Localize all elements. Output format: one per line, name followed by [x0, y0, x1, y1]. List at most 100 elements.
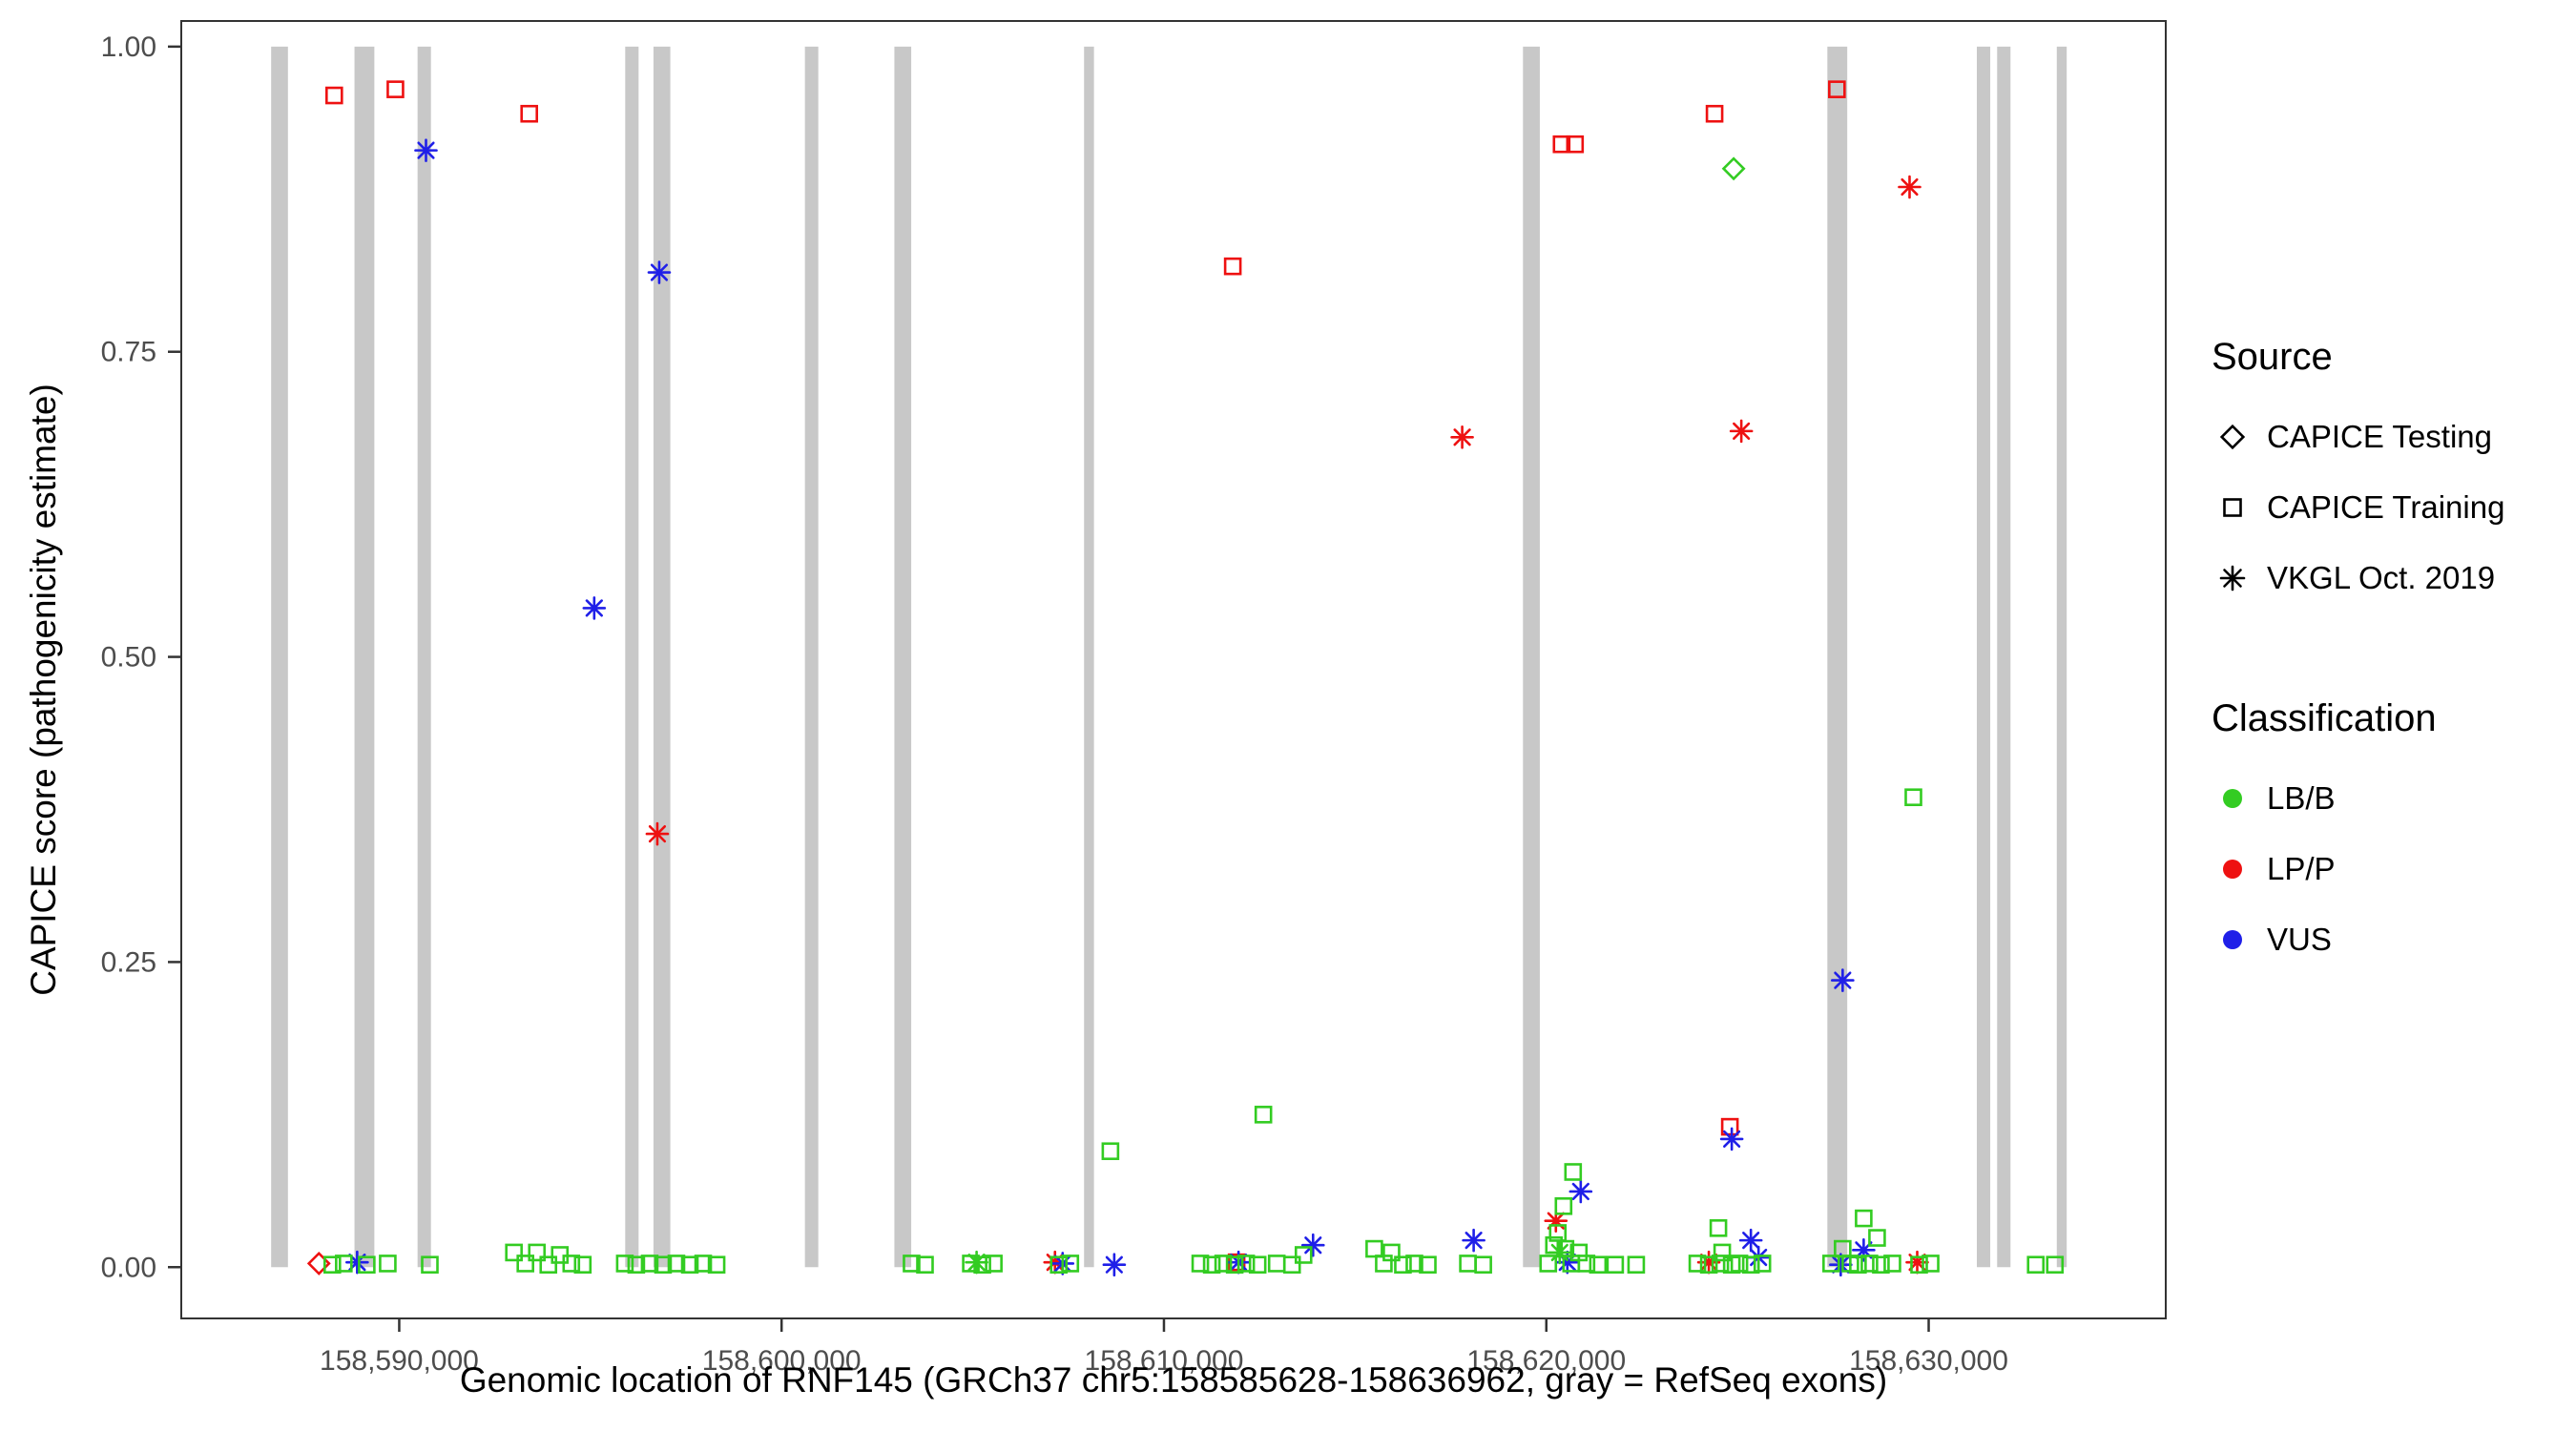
- data-point: [358, 1255, 376, 1275]
- data-point: [1720, 1117, 1739, 1136]
- data-point: [1831, 968, 1855, 992]
- data-point: [1223, 257, 1242, 276]
- data-point: [1236, 1255, 1256, 1273]
- legend-item-label: VUS: [2267, 922, 2332, 957]
- data-point: [694, 1255, 713, 1273]
- data-point: [1214, 1255, 1233, 1273]
- data-point: [516, 1255, 534, 1273]
- panel-border: [180, 20, 2167, 1319]
- data-point: [1394, 1255, 1412, 1275]
- data-point: [386, 80, 405, 98]
- legend-item-vkgl: VKGL Oct. 2019: [2212, 543, 2504, 613]
- data-point: [1753, 1255, 1772, 1273]
- data-point: [1294, 1246, 1313, 1264]
- data-point: [1872, 1255, 1890, 1275]
- data-point: [1365, 1239, 1383, 1258]
- data-point: [640, 1255, 659, 1273]
- data-point: [1248, 1255, 1267, 1275]
- data-point: [1539, 1255, 1558, 1273]
- data-point: [1282, 1255, 1301, 1275]
- y-tick-label: 1.00: [101, 31, 156, 63]
- exon-bar: [271, 46, 288, 1268]
- y-tick-label: 0.25: [101, 946, 156, 978]
- y-tick-label: 0.75: [101, 337, 156, 368]
- data-point: [1101, 1142, 1120, 1161]
- data-point: [1606, 1255, 1625, 1275]
- data-point: [520, 104, 539, 123]
- data-point: [667, 1255, 686, 1273]
- data-point: [1589, 1255, 1608, 1275]
- data-point: [1898, 175, 1922, 199]
- data-point: [1564, 1163, 1583, 1181]
- data-point: [1225, 1255, 1244, 1275]
- data-point: [1254, 1106, 1273, 1124]
- data-point: [1545, 1235, 1564, 1255]
- data-point: [1721, 156, 1746, 181]
- data-point: [916, 1255, 934, 1275]
- legend-item-label: CAPICE Training: [2267, 489, 2505, 525]
- legend-item-label: VKGL Oct. 2019: [2267, 560, 2496, 595]
- data-point: [1709, 1219, 1728, 1237]
- legend-item-lbb: LB/B: [2212, 763, 2504, 834]
- data-point: [1300, 1233, 1325, 1257]
- data-point: [1627, 1255, 1646, 1275]
- data-point: [1191, 1255, 1210, 1273]
- legend-item-capice-testing: CAPICE Testing: [2212, 402, 2504, 472]
- data-point: [335, 1255, 353, 1273]
- data-point: [707, 1255, 726, 1275]
- legend-source-title: Source: [2212, 336, 2333, 378]
- data-point: [1699, 1255, 1718, 1275]
- data-point: [1883, 1255, 1901, 1273]
- data-point: [1904, 788, 1922, 806]
- exon-bar: [2056, 46, 2067, 1268]
- data-point: [647, 260, 672, 284]
- exon-bar: [804, 46, 819, 1268]
- legend-item-lpp: LP/P: [2212, 834, 2504, 904]
- data-point: [1405, 1255, 1423, 1273]
- data-point: [2046, 1255, 2065, 1275]
- x-tick-label: 158,590,000: [320, 1345, 479, 1377]
- exon-bar: [894, 46, 912, 1268]
- data-point: [414, 138, 438, 162]
- data-point: [1474, 1255, 1492, 1275]
- exon-bar: [1084, 46, 1094, 1268]
- data-point: [1868, 1229, 1886, 1247]
- data-point: [1688, 1255, 1707, 1273]
- data-point: [1860, 1255, 1879, 1273]
- data-point: [1566, 135, 1585, 154]
- data-point: [680, 1255, 699, 1275]
- data-point: [1910, 1255, 1928, 1275]
- y-axis-title: CAPICE score (pathogenicity estimate): [24, 384, 63, 996]
- data-point: [1822, 1255, 1840, 1273]
- data-point: [973, 1255, 991, 1275]
- y-tick-label: 0.50: [101, 642, 156, 674]
- data-point: [654, 1255, 673, 1275]
- lbb-color-dot-icon: [2223, 789, 2242, 808]
- data-point: [1554, 1196, 1573, 1215]
- data-point: [582, 596, 607, 620]
- exon-bar: [417, 46, 431, 1268]
- data-point: [1202, 1255, 1221, 1275]
- data-point: [1061, 1255, 1080, 1273]
- exon-bar: [354, 46, 375, 1268]
- data-point: [1459, 1255, 1477, 1273]
- data-point: [1922, 1255, 1940, 1273]
- data-point: [985, 1255, 1003, 1273]
- data-point: [1729, 419, 1754, 444]
- data-point: [505, 1243, 523, 1262]
- data-point: [615, 1255, 634, 1273]
- x-axis-title: Genomic location of RNF145 (GRCh37 chr5:…: [459, 1360, 1888, 1400]
- data-point: [1552, 135, 1571, 154]
- data-point: [1829, 1253, 1853, 1277]
- legend-item-vus: VUS: [2212, 904, 2504, 975]
- legend-source-section: Source CAPICE Testing CAPICE Training: [2212, 336, 2504, 613]
- data-point: [1730, 1255, 1749, 1273]
- data-point: [323, 1255, 342, 1275]
- exon-bar: [1827, 46, 1848, 1268]
- data-point: [1462, 1228, 1485, 1253]
- data-point: [1719, 1127, 1744, 1151]
- asterisk-icon: [2219, 565, 2246, 591]
- data-point: [1577, 1255, 1596, 1273]
